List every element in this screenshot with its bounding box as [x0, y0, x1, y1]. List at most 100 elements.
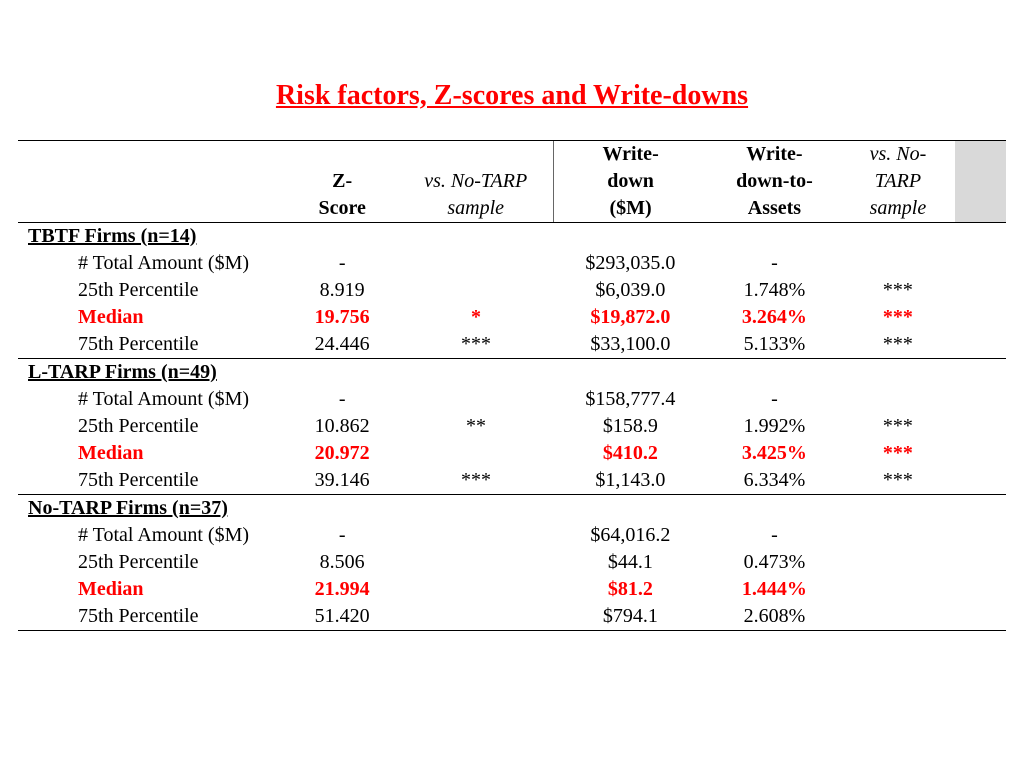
- cell: 21.994: [286, 576, 399, 603]
- cell: [399, 522, 553, 549]
- col-sig2-l3: sample: [841, 195, 954, 223]
- table-row: TBTF Firms (n=14): [18, 223, 1006, 251]
- table-row: Median 21.994 $81.2 1.444%: [18, 576, 1006, 603]
- row-label: # Total Amount ($M): [18, 250, 286, 277]
- cell: [841, 603, 954, 631]
- cell: ***: [841, 277, 954, 304]
- cell: [841, 522, 954, 549]
- table-row: # Total Amount ($M) - $64,016.2 -: [18, 522, 1006, 549]
- cell: 3.425%: [708, 440, 842, 467]
- cell: $19,872.0: [553, 304, 707, 331]
- cell: ***: [841, 467, 954, 495]
- cell: 6.334%: [708, 467, 842, 495]
- cell: [399, 386, 553, 413]
- cell: $158,777.4: [553, 386, 707, 413]
- cell: -: [286, 386, 399, 413]
- cell: -: [708, 386, 842, 413]
- col-sig1-l2: sample: [399, 195, 553, 223]
- cell: [841, 250, 954, 277]
- col-sig1-l1: vs. No-TARP: [399, 168, 553, 195]
- cell: 2.608%: [708, 603, 842, 631]
- row-label: 75th Percentile: [18, 603, 286, 631]
- page-title: Risk factors, Z-scores and Write-downs: [18, 80, 1006, 112]
- table-row: Median 19.756 * $19,872.0 3.264% ***: [18, 304, 1006, 331]
- cell: [399, 277, 553, 304]
- col-writedown-l2: down: [553, 168, 707, 195]
- row-label: Median: [18, 304, 286, 331]
- cell: [399, 576, 553, 603]
- cell: [841, 386, 954, 413]
- cell: $410.2: [553, 440, 707, 467]
- table-row: Median 20.972 $410.2 3.425% ***: [18, 440, 1006, 467]
- table-row: 75th Percentile 39.146 *** $1,143.0 6.33…: [18, 467, 1006, 495]
- cell: 1.992%: [708, 413, 842, 440]
- cell: 8.506: [286, 549, 399, 576]
- data-table: Write- Write- vs. No- Z- vs. No-TARP dow…: [18, 140, 1006, 631]
- cell: -: [286, 522, 399, 549]
- col-zscore-l1: Z-: [286, 168, 399, 195]
- group-header: L-TARP Firms (n=49): [18, 359, 286, 387]
- row-label: # Total Amount ($M): [18, 386, 286, 413]
- group-header: TBTF Firms (n=14): [18, 223, 286, 251]
- cell: $794.1: [553, 603, 707, 631]
- row-label: 75th Percentile: [18, 467, 286, 495]
- cell: $158.9: [553, 413, 707, 440]
- cell: ***: [399, 331, 553, 359]
- table-row: 25th Percentile 8.919 $6,039.0 1.748% **…: [18, 277, 1006, 304]
- cell: [841, 576, 954, 603]
- table-row: 25th Percentile 10.862 ** $158.9 1.992% …: [18, 413, 1006, 440]
- cell: 1.748%: [708, 277, 842, 304]
- group-header: No-TARP Firms (n=37): [18, 495, 286, 523]
- cell: $6,039.0: [553, 277, 707, 304]
- table-row: 75th Percentile 51.420 $794.1 2.608%: [18, 603, 1006, 631]
- cell: [841, 549, 954, 576]
- cell: ***: [841, 440, 954, 467]
- cell: 3.264%: [708, 304, 842, 331]
- cell: -: [286, 250, 399, 277]
- row-label: Median: [18, 440, 286, 467]
- cell: ***: [841, 331, 954, 359]
- cell: $293,035.0: [553, 250, 707, 277]
- row-label: 25th Percentile: [18, 277, 286, 304]
- cell: [399, 549, 553, 576]
- cell: 39.146: [286, 467, 399, 495]
- cell: *: [399, 304, 553, 331]
- cell: $44.1: [553, 549, 707, 576]
- cell: $64,016.2: [553, 522, 707, 549]
- cell: **: [399, 413, 553, 440]
- cell: -: [708, 522, 842, 549]
- table-row: # Total Amount ($M) - $158,777.4 -: [18, 386, 1006, 413]
- cell: [399, 250, 553, 277]
- table-row: # Total Amount ($M) - $293,035.0 -: [18, 250, 1006, 277]
- cell: 10.862: [286, 413, 399, 440]
- cell: ***: [841, 304, 954, 331]
- col-sig2-l1: vs. No-: [841, 141, 954, 169]
- col-zscore-l2: Score: [286, 195, 399, 223]
- row-label: 75th Percentile: [18, 331, 286, 359]
- cell: [399, 603, 553, 631]
- col-writedown-l3: ($M): [553, 195, 707, 223]
- cell: 1.444%: [708, 576, 842, 603]
- cell: [399, 440, 553, 467]
- table-row: L-TARP Firms (n=49): [18, 359, 1006, 387]
- cell: 24.446: [286, 331, 399, 359]
- table-row: 75th Percentile 24.446 *** $33,100.0 5.1…: [18, 331, 1006, 359]
- cell: 51.420: [286, 603, 399, 631]
- table-row: 25th Percentile 8.506 $44.1 0.473%: [18, 549, 1006, 576]
- col-writedown-l1: Write-: [553, 141, 707, 169]
- cell: $1,143.0: [553, 467, 707, 495]
- cell: -: [708, 250, 842, 277]
- cell: $81.2: [553, 576, 707, 603]
- col-wda-l2: down-to-: [708, 168, 842, 195]
- cell: ***: [399, 467, 553, 495]
- cell: 19.756: [286, 304, 399, 331]
- row-label: 25th Percentile: [18, 549, 286, 576]
- cell: 0.473%: [708, 549, 842, 576]
- table-row: No-TARP Firms (n=37): [18, 495, 1006, 523]
- row-label: Median: [18, 576, 286, 603]
- col-wda-l3: Assets: [708, 195, 842, 223]
- col-sig2-l2: TARP: [841, 168, 954, 195]
- cell: 8.919: [286, 277, 399, 304]
- cell: ***: [841, 413, 954, 440]
- cell: $33,100.0: [553, 331, 707, 359]
